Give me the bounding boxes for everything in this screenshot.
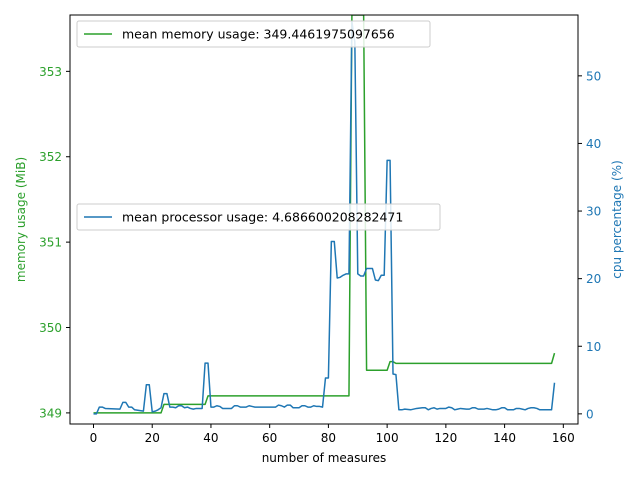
right-tick-label: 30 bbox=[586, 205, 601, 219]
legend-cpu-label: mean processor usage: 4.686600208282471 bbox=[122, 210, 403, 225]
x-tick-label: 120 bbox=[434, 431, 457, 445]
left-tick-label: 351 bbox=[39, 236, 62, 250]
memory-series-line bbox=[93, 15, 556, 414]
right-axis-ticks: 0 10 20 30 40 50 bbox=[578, 69, 601, 421]
cpu-series-line bbox=[93, 21, 556, 415]
x-tick-label: 20 bbox=[145, 431, 160, 445]
left-tick-label: 353 bbox=[39, 65, 62, 79]
right-tick-label: 40 bbox=[586, 137, 601, 151]
legend-cpu: mean processor usage: 4.686600208282471 bbox=[76, 203, 441, 231]
legend-cpu-box bbox=[76, 203, 441, 231]
left-tick-label: 350 bbox=[39, 321, 62, 335]
legend-memory-label: mean memory usage: 349.4461975097656 bbox=[122, 27, 395, 42]
x-tick-label: 40 bbox=[203, 431, 218, 445]
left-axis-title: memory usage (MiB) bbox=[14, 157, 28, 282]
legend-memory: mean memory usage: 349.4461975097656 bbox=[76, 20, 431, 48]
x-axis-ticks: 0 20 40 60 80 100 120 140 160 bbox=[90, 424, 575, 445]
legend-memory-box bbox=[76, 20, 431, 48]
left-axis-ticks: 349 350 351 352 353 bbox=[39, 65, 70, 420]
x-tick-label: 80 bbox=[321, 431, 336, 445]
right-tick-label: 20 bbox=[586, 272, 601, 286]
plot-frame bbox=[69, 14, 579, 425]
x-tick-label: 160 bbox=[552, 431, 575, 445]
x-tick-label: 0 bbox=[90, 431, 98, 445]
left-tick-label: 349 bbox=[39, 406, 62, 420]
series-layer bbox=[93, 15, 556, 415]
x-tick-label: 100 bbox=[376, 431, 399, 445]
right-tick-label: 10 bbox=[586, 340, 601, 354]
right-tick-label: 0 bbox=[586, 407, 594, 421]
right-tick-label: 50 bbox=[586, 69, 601, 83]
x-axis-title: number of measures bbox=[262, 451, 387, 465]
right-axis-title: cpu percentage (%) bbox=[610, 160, 624, 279]
x-tick-label: 60 bbox=[262, 431, 277, 445]
left-tick-label: 352 bbox=[39, 150, 62, 164]
x-tick-label: 140 bbox=[493, 431, 516, 445]
